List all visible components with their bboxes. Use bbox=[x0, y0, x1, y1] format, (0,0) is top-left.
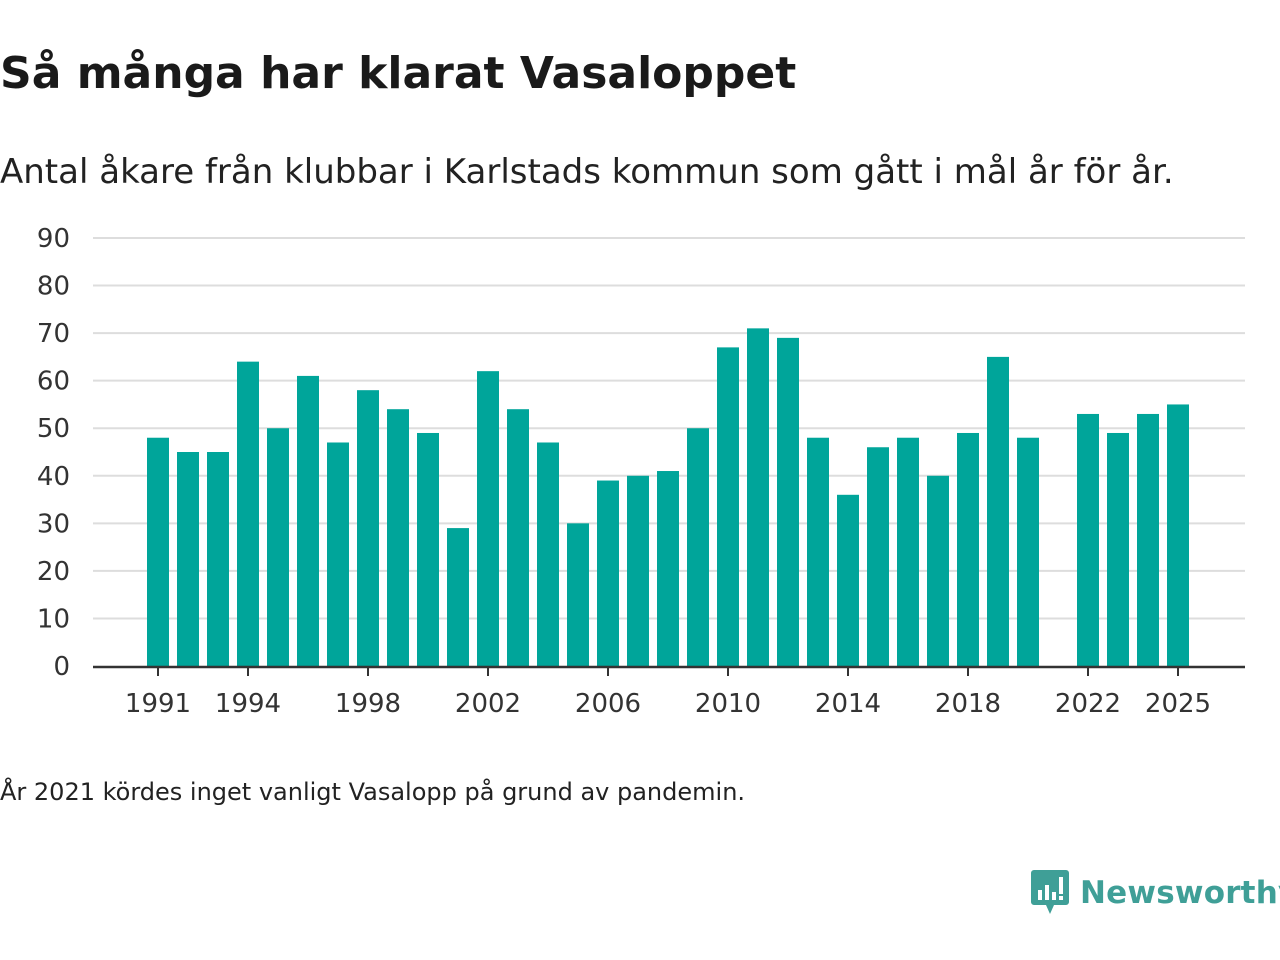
bar-2012 bbox=[777, 337, 799, 666]
bar-2022 bbox=[1077, 413, 1099, 666]
bars bbox=[147, 328, 1189, 666]
bar-2006 bbox=[597, 480, 619, 666]
y-tick-label: 80 bbox=[37, 272, 70, 302]
y-tick-label: 50 bbox=[37, 414, 70, 444]
bar-1996 bbox=[297, 375, 319, 666]
bar-2016 bbox=[897, 437, 919, 666]
y-tick-label: 30 bbox=[37, 509, 70, 539]
y-axis-labels: 0 10 20 30 40 50 60 70 80 90 bbox=[37, 224, 70, 682]
y-tick-label: 20 bbox=[37, 557, 70, 587]
y-tick-label: 40 bbox=[37, 462, 70, 492]
bar-2024 bbox=[1137, 413, 1159, 666]
y-tick-label: 10 bbox=[37, 604, 70, 634]
bar-2018 bbox=[957, 432, 979, 666]
bar-1994 bbox=[237, 361, 259, 666]
bar-2013 bbox=[807, 437, 829, 666]
bar-chart: 0 10 20 30 40 50 60 70 80 90 1991 1994 1998 2002 2006… bbox=[37, 224, 1245, 719]
bar-2009 bbox=[687, 428, 709, 666]
bar-2001 bbox=[447, 528, 469, 666]
y-tick-label: 90 bbox=[37, 224, 70, 254]
x-tick-label: 2018 bbox=[935, 689, 1001, 719]
bar-2019 bbox=[987, 356, 1009, 666]
x-tick-label: 2006 bbox=[575, 689, 641, 719]
bar-1997 bbox=[327, 442, 349, 666]
x-tick-label: 2025 bbox=[1145, 689, 1211, 719]
bar-2000 bbox=[417, 432, 439, 666]
bar-1991 bbox=[147, 437, 169, 666]
bar-1992 bbox=[177, 452, 199, 666]
bar-1993 bbox=[207, 452, 229, 666]
y-tick-label: 0 bbox=[53, 652, 70, 682]
chart-subtitle: Antal åkare från klubbar i Karlstads kom… bbox=[0, 152, 1174, 192]
bar-2023 bbox=[1107, 432, 1129, 666]
bar-1999 bbox=[387, 409, 409, 666]
bar-2014 bbox=[837, 494, 859, 666]
brand-name: Newsworthy bbox=[1080, 875, 1280, 911]
newsworthy-chart-bubble-icon bbox=[1031, 870, 1069, 914]
bar-2005 bbox=[567, 523, 589, 666]
bar-1995 bbox=[267, 428, 289, 666]
x-tick-label: 1998 bbox=[335, 689, 401, 719]
bar-2020 bbox=[1017, 437, 1039, 666]
bar-2025 bbox=[1167, 404, 1189, 666]
bar-2003 bbox=[507, 409, 529, 666]
y-tick-label: 70 bbox=[37, 319, 70, 349]
x-tick-label: 2010 bbox=[695, 689, 761, 719]
bar-2008 bbox=[657, 471, 679, 666]
bar-2002 bbox=[477, 371, 499, 666]
bar-2015 bbox=[867, 447, 889, 666]
y-tick-label: 60 bbox=[37, 367, 70, 397]
footnote: År 2021 kördes inget vanligt Vasalopp på… bbox=[0, 778, 746, 806]
x-tick-label: 2022 bbox=[1055, 689, 1121, 719]
x-tick-label: 1991 bbox=[125, 689, 191, 719]
chart-title: Så många har klarat Vasaloppet bbox=[0, 48, 797, 99]
x-tick-label: 1994 bbox=[215, 689, 281, 719]
bar-2010 bbox=[717, 347, 739, 666]
x-tick-label: 2014 bbox=[815, 689, 881, 719]
bar-2011 bbox=[747, 328, 769, 666]
brand-logo: Newsworthy bbox=[1030, 868, 1280, 918]
bar-2007 bbox=[627, 475, 649, 666]
bar-1998 bbox=[357, 390, 379, 666]
x-axis: 1991 1994 1998 2002 2006 2010 2014 2018 2022 2025 bbox=[93, 665, 1245, 719]
bar-2004 bbox=[537, 442, 559, 666]
x-tick-label: 2002 bbox=[455, 689, 521, 719]
bar-2017 bbox=[927, 475, 949, 666]
